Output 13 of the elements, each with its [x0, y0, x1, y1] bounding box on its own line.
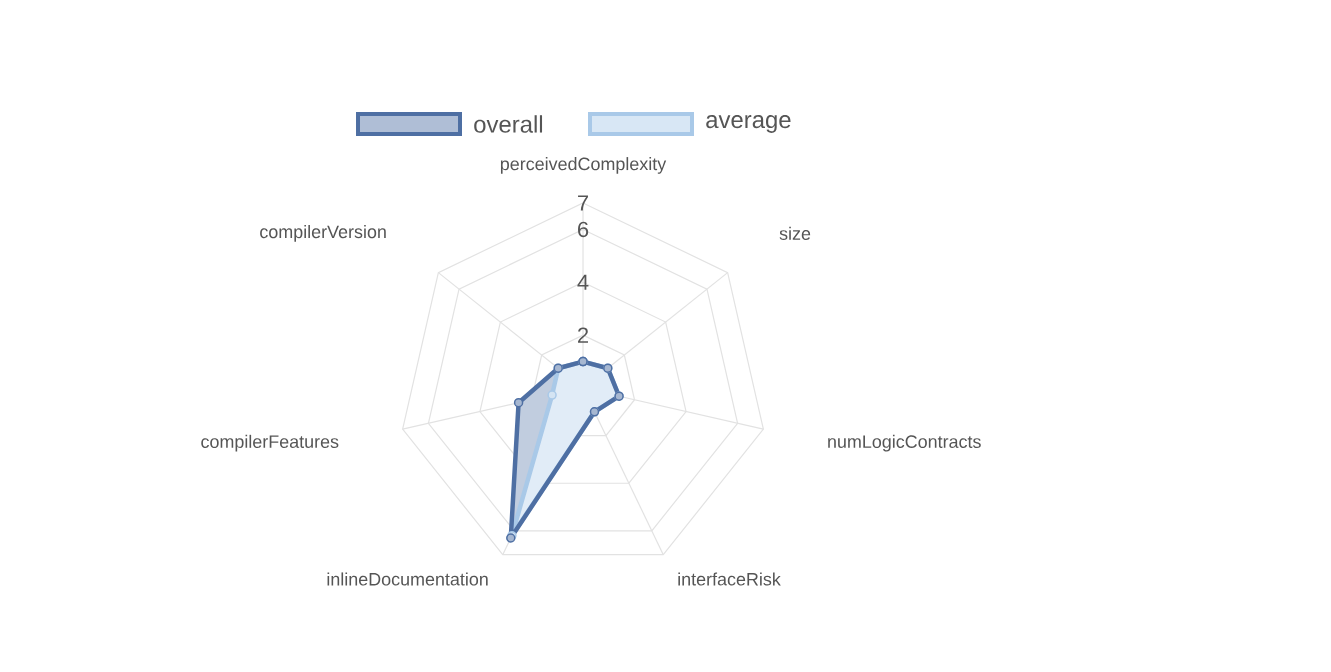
y-tick-label: 7	[578, 195, 589, 211]
spoke-label: interfaceRisk	[678, 572, 781, 586]
y-tick-label: 2	[578, 327, 589, 343]
legend-label: average	[706, 115, 791, 133]
spoke-label: inlineDocumentation	[327, 572, 488, 586]
y-tick-label: 4	[577, 274, 589, 290]
spoke-label: numLogicContracts	[828, 434, 981, 452]
spoke-label: size	[779, 226, 811, 240]
legend-label: overall	[474, 115, 543, 133]
spoke-label: perceivedComplexity	[500, 157, 667, 174]
y-tick-label: 6	[578, 221, 589, 238]
spoke-label: compilerFeatures	[201, 434, 339, 452]
spoke-label: compilerVersion	[260, 224, 386, 242]
